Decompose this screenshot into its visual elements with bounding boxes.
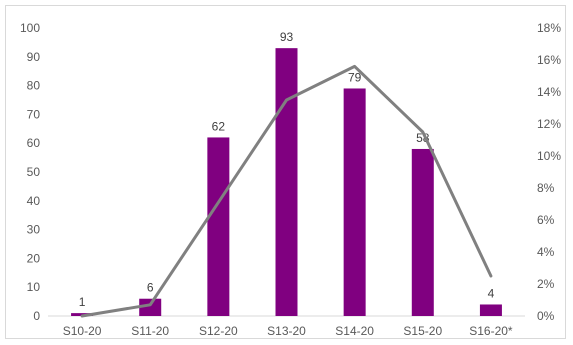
y-left-tick-label: 30: [27, 223, 41, 237]
y-right-tick-label: 10%: [537, 149, 561, 163]
bar-data-label: 93: [280, 30, 294, 44]
bar-data-label: 62: [212, 119, 226, 133]
y-right-tick-label: 4%: [537, 245, 555, 259]
y-left-tick-label: 70: [27, 107, 41, 121]
y-left-tick-label: 60: [27, 136, 41, 150]
y-left-tick-label: 50: [27, 165, 41, 179]
y-right-tick-label: 6%: [537, 213, 555, 227]
x-tick-label: S11-20: [131, 324, 169, 338]
bar: [276, 48, 298, 316]
y-right-tick-label: 14%: [537, 85, 561, 99]
y-left-tick-label: 0: [33, 309, 40, 323]
y-left-tick-label: 40: [27, 194, 41, 208]
y-right-tick-label: 12%: [537, 117, 561, 131]
x-tick-label: S15-20: [403, 324, 442, 338]
y-right-tick-label: 0%: [537, 309, 555, 323]
y-right-tick-label: 2%: [537, 277, 555, 291]
bar: [480, 304, 502, 316]
y-left-tick-label: 90: [27, 50, 41, 64]
bar: [412, 149, 434, 316]
x-tick-label: S14-20: [335, 324, 374, 338]
bar: [344, 88, 366, 316]
bar: [207, 137, 229, 316]
y-right-tick-label: 16%: [537, 53, 561, 67]
bar-data-label: 4: [488, 286, 495, 300]
y-right-tick-label: 8%: [537, 181, 555, 195]
bar-data-label: 6: [147, 281, 154, 295]
x-tick-label: S10-20: [63, 324, 102, 338]
x-tick-label: S12-20: [199, 324, 238, 338]
y-right-tick-label: 18%: [537, 21, 561, 35]
y-left-tick-label: 80: [27, 79, 41, 93]
y-left-tick-label: 10: [27, 280, 41, 294]
y-left-tick-label: 100: [20, 21, 40, 35]
y-left-tick-label: 20: [27, 251, 41, 265]
x-tick-label: S13-20: [267, 324, 306, 338]
bar-data-label: 1: [79, 295, 86, 309]
x-tick-label: S16-20*: [469, 324, 513, 338]
